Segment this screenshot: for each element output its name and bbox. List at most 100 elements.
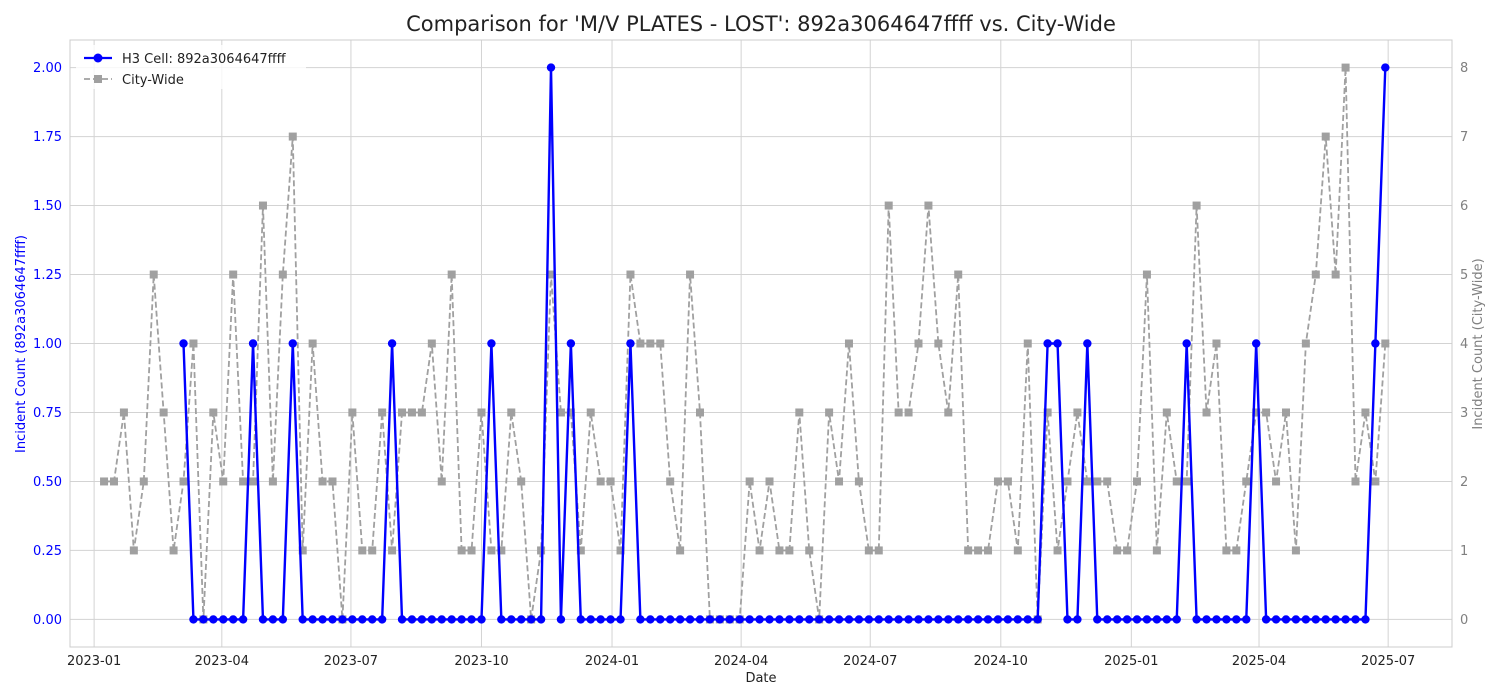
data-point-city-wide xyxy=(1142,270,1151,279)
data-point-city-wide xyxy=(1152,546,1161,555)
data-point-h3-cell xyxy=(695,615,705,624)
data-point-city-wide xyxy=(547,270,556,279)
left-y-tick-label: 0.75 xyxy=(33,406,62,421)
data-point-city-wide xyxy=(1281,408,1290,417)
right-y-tick-label: 2 xyxy=(1460,475,1468,490)
data-point-h3-cell xyxy=(805,615,814,624)
data-point-h3-cell xyxy=(1182,339,1191,348)
data-point-h3-cell xyxy=(894,615,903,624)
data-point-h3-cell xyxy=(1381,63,1390,72)
data-point-h3-cell xyxy=(924,615,933,624)
data-point-h3-cell xyxy=(288,339,297,348)
data-point-h3-cell xyxy=(1351,615,1360,624)
data-point-city-wide xyxy=(1361,408,1370,417)
data-point-city-wide xyxy=(924,201,933,210)
data-point-city-wide xyxy=(695,408,704,417)
data-point-h3-cell xyxy=(546,63,556,72)
x-tick-label: 2024-01 xyxy=(585,654,639,669)
data-point-h3-cell xyxy=(228,615,238,624)
data-point-city-wide xyxy=(278,270,287,279)
data-point-h3-cell xyxy=(1083,339,1092,348)
data-point-city-wide xyxy=(507,408,516,417)
data-point-city-wide xyxy=(1252,408,1261,417)
data-point-h3-cell xyxy=(725,615,734,624)
x-tick-label: 2024-10 xyxy=(974,654,1028,669)
data-point-h3-cell xyxy=(1202,615,1211,624)
data-point-city-wide xyxy=(1083,477,1092,486)
x-tick-label: 2025-04 xyxy=(1232,654,1286,669)
data-point-city-wide xyxy=(1272,477,1281,486)
data-point-h3-cell xyxy=(238,615,248,624)
x-tick-label: 2024-07 xyxy=(843,654,897,669)
data-point-h3-cell xyxy=(1172,615,1181,624)
data-point-h3-cell xyxy=(646,615,655,624)
data-point-city-wide xyxy=(1321,132,1330,141)
data-point-city-wide xyxy=(686,270,695,279)
data-point-city-wide xyxy=(1123,546,1132,555)
data-point-h3-cell xyxy=(338,615,347,624)
data-point-h3-cell xyxy=(944,615,953,624)
data-point-h3-cell xyxy=(814,615,824,624)
data-point-h3-cell xyxy=(1142,615,1152,624)
data-point-city-wide xyxy=(487,546,496,555)
data-point-h3-cell xyxy=(973,615,983,624)
data-point-h3-cell xyxy=(1162,615,1172,624)
series-line-h3-cell xyxy=(182,66,1387,621)
data-point-city-wide xyxy=(1202,408,1211,417)
data-point-h3-cell xyxy=(874,615,883,624)
data-point-h3-cell xyxy=(199,615,208,624)
data-point-city-wide xyxy=(1192,201,1201,210)
data-point-city-wide xyxy=(884,201,893,210)
right-y-tick-label: 1 xyxy=(1460,544,1468,559)
data-point-city-wide xyxy=(1103,477,1112,486)
right-y-tick-label: 7 xyxy=(1460,130,1468,145)
left-y-axis-title: Incident Count (892a3064647ffff) xyxy=(14,235,29,453)
data-point-h3-cell xyxy=(1261,615,1271,624)
data-point-h3-cell xyxy=(407,615,417,624)
data-point-h3-cell xyxy=(854,615,864,624)
data-point-city-wide xyxy=(388,546,397,555)
data-point-h3-cell xyxy=(934,615,943,624)
legend-marker-h3-cell xyxy=(93,53,103,63)
data-point-city-wide xyxy=(556,408,565,417)
x-tick-label: 2023-07 xyxy=(324,654,378,669)
data-point-h3-cell xyxy=(308,615,317,624)
data-point-city-wide xyxy=(179,477,188,486)
x-tick-label: 2024-04 xyxy=(714,654,768,669)
data-point-city-wide xyxy=(258,201,267,210)
right-y-tick-label: 5 xyxy=(1460,268,1468,283)
data-point-h3-cell xyxy=(278,615,288,624)
data-point-city-wide xyxy=(368,546,377,555)
data-point-city-wide xyxy=(1262,408,1271,417)
left-y-tick-label: 1.75 xyxy=(33,130,62,145)
data-point-city-wide xyxy=(1113,546,1122,555)
data-point-h3-cell xyxy=(795,615,804,624)
series-line-city-wide xyxy=(104,66,1387,621)
data-point-city-wide xyxy=(437,477,446,486)
data-point-city-wide xyxy=(268,477,277,486)
left-y-axis-ticks: 0.00 0.25 0.50 0.75 1.00 1.25 1.50 1.75 2.00 xyxy=(33,61,62,628)
data-point-city-wide xyxy=(100,477,109,486)
data-point-h3-cell xyxy=(1192,615,1201,624)
data-point-city-wide xyxy=(844,339,853,348)
data-point-h3-cell xyxy=(745,615,754,624)
data-point-h3-cell xyxy=(447,615,456,624)
data-point-h3-cell xyxy=(735,615,744,624)
data-point-city-wide xyxy=(298,546,307,555)
data-point-city-wide xyxy=(825,408,834,417)
x-tick-label: 2023-01 xyxy=(67,654,121,669)
data-point-h3-cell xyxy=(715,615,725,624)
data-point-h3-cell xyxy=(517,615,526,624)
data-point-city-wide xyxy=(805,546,814,555)
data-point-city-wide xyxy=(447,270,456,279)
data-point-city-wide xyxy=(129,546,138,555)
data-point-h3-cell xyxy=(437,615,446,624)
left-y-tick-label: 1.50 xyxy=(33,199,62,214)
data-point-city-wide xyxy=(1182,477,1191,486)
data-point-h3-cell xyxy=(189,615,198,624)
data-point-h3-cell xyxy=(219,615,228,624)
data-point-h3-cell xyxy=(1311,615,1320,624)
data-point-city-wide xyxy=(1043,408,1052,417)
data-point-h3-cell xyxy=(328,615,337,624)
